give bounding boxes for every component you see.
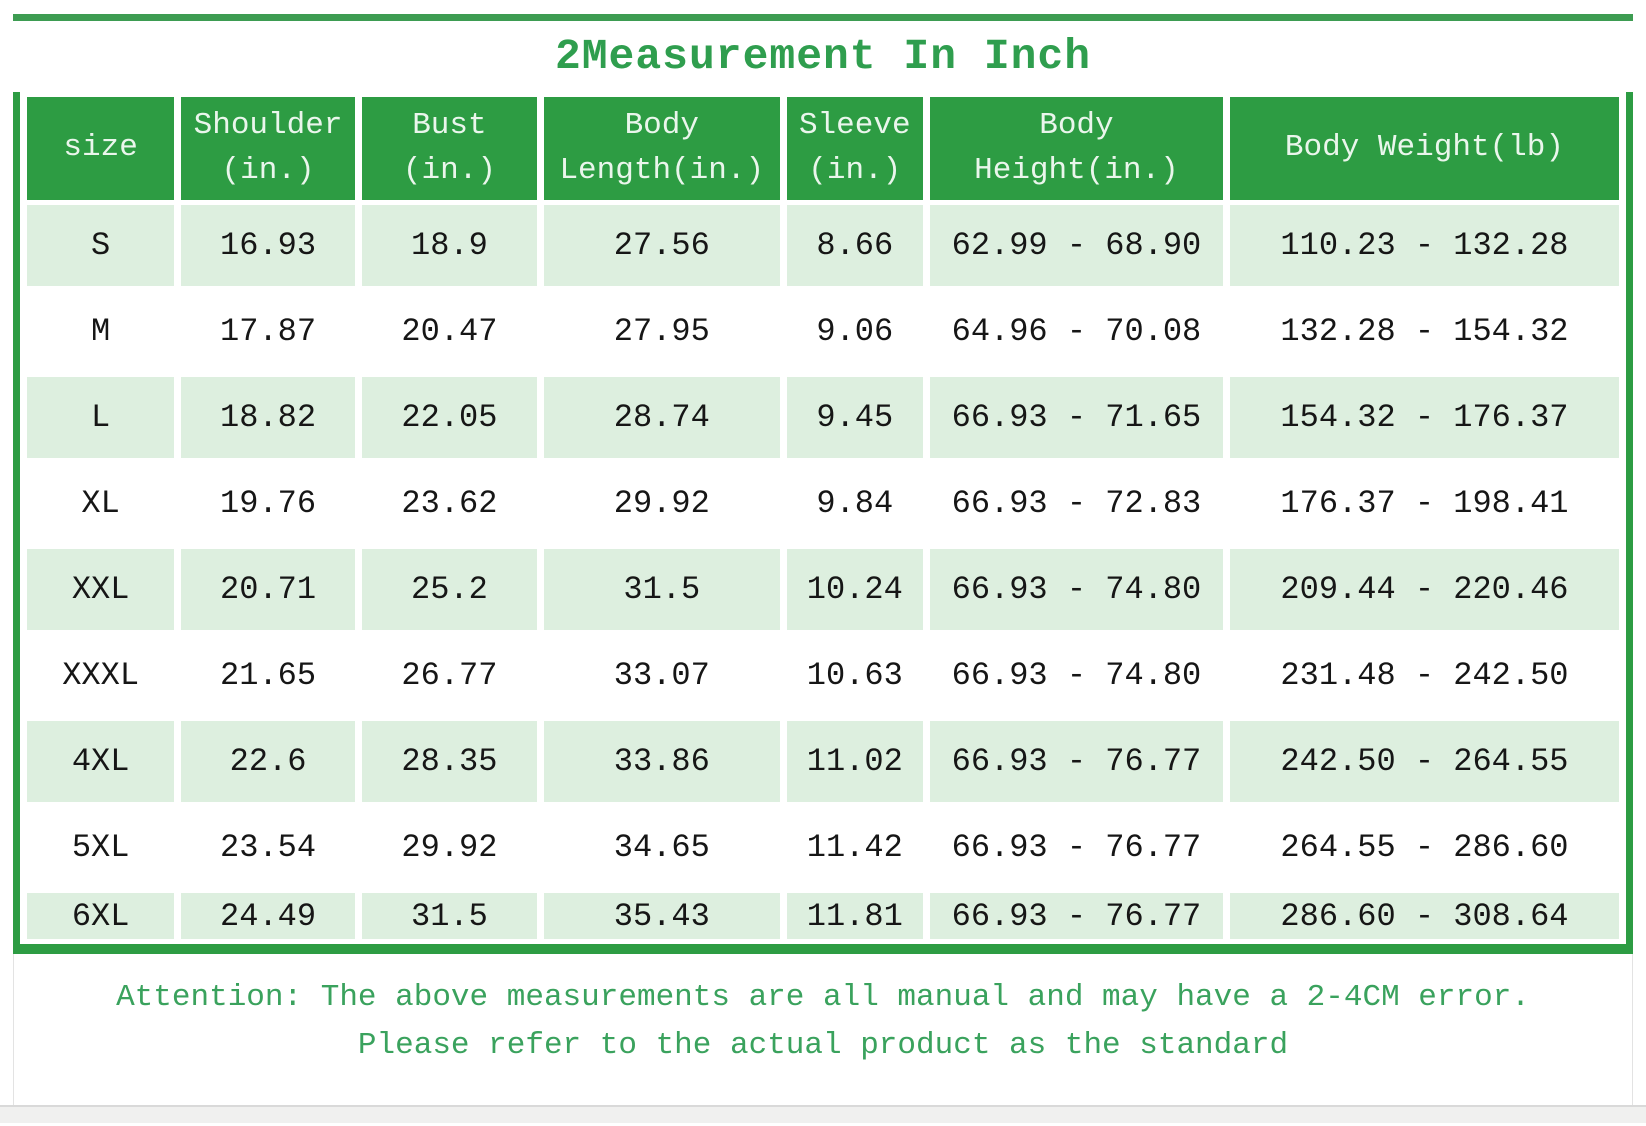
value-cell: 31.5 <box>361 893 537 939</box>
size-cell: L <box>27 377 175 458</box>
value-cell: 154.32 - 176.37 <box>1229 377 1619 458</box>
value-cell: 23.62 <box>361 463 537 544</box>
value-cell: 23.54 <box>181 807 355 888</box>
size-cell: 6XL <box>27 893 175 939</box>
value-cell: 11.42 <box>786 807 923 888</box>
value-cell: 17.87 <box>181 291 355 372</box>
table-row-S: S 16.93 18.9 27.56 8.66 62.99 - 68.90 110.23 -… <box>27 205 1619 286</box>
value-cell: 29.92 <box>361 807 537 888</box>
column-header-3: Body Length(in.) <box>543 97 780 200</box>
table-row-L: L 18.82 22.05 28.74 9.45 66.93 - 71.65 154.32 … <box>27 377 1619 458</box>
table-row-M: M 17.87 20.47 27.95 9.06 64.96 - 70.08 132.28 … <box>27 291 1619 372</box>
title-band: 2Measurement In Inch <box>13 21 1633 92</box>
value-cell: 27.56 <box>543 205 780 286</box>
value-cell: 33.07 <box>543 635 780 716</box>
value-cell: 110.23 - 132.28 <box>1229 205 1619 286</box>
table-row-XXL: XXL 20.71 25.2 31.5 10.24 66.93 - 74.80 209.44… <box>27 549 1619 630</box>
value-cell: 231.48 - 242.50 <box>1229 635 1619 716</box>
value-cell: 22.6 <box>181 721 355 802</box>
size-table: size Shoulder (in.) Bust (in.) Body Length(in.… <box>20 92 1626 944</box>
bottom-margin-strip <box>0 1107 1646 1123</box>
column-header-4: Sleeve (in.) <box>786 97 923 200</box>
value-cell: 66.93 - 76.77 <box>929 721 1223 802</box>
size-table-head: size Shoulder (in.) Bust (in.) Body Length(in.… <box>27 97 1619 200</box>
value-cell: 8.66 <box>786 205 923 286</box>
column-header-6: Body Weight(lb) <box>1229 97 1619 200</box>
value-cell: 264.55 - 286.60 <box>1229 807 1619 888</box>
header-row: size Shoulder (in.) Bust (in.) Body Length(in.… <box>27 97 1619 200</box>
top-green-rule <box>13 14 1633 21</box>
value-cell: 66.93 - 74.80 <box>929 635 1223 716</box>
size-cell: XL <box>27 463 175 544</box>
value-cell: 66.93 - 76.77 <box>929 893 1223 939</box>
value-cell: 62.99 - 68.90 <box>929 205 1223 286</box>
table-row-XL: XL 19.76 23.62 29.92 9.84 66.93 - 72.83 176.37… <box>27 463 1619 544</box>
value-cell: 34.65 <box>543 807 780 888</box>
value-cell: 18.82 <box>181 377 355 458</box>
size-cell: 5XL <box>27 807 175 888</box>
value-cell: 19.76 <box>181 463 355 544</box>
value-cell: 11.81 <box>786 893 923 939</box>
value-cell: 176.37 - 198.41 <box>1229 463 1619 544</box>
value-cell: 22.05 <box>361 377 537 458</box>
attention-line-1: Attention: The above measurements are al… <box>116 980 1530 1015</box>
column-header-5: Body Height(in.) <box>929 97 1223 200</box>
table-row-5XL: 5XL 23.54 29.92 34.65 11.42 66.93 - 76.77 264.… <box>27 807 1619 888</box>
size-cell: S <box>27 205 175 286</box>
column-header-1: Shoulder (in.) <box>181 97 355 200</box>
attention-line-2: Please refer to the actual product as th… <box>357 1028 1289 1063</box>
size-table-body: S 16.93 18.9 27.56 8.66 62.99 - 68.90 110.23 -… <box>27 205 1619 939</box>
size-cell: M <box>27 291 175 372</box>
size-cell: 4XL <box>27 721 175 802</box>
value-cell: 209.44 - 220.46 <box>1229 549 1619 630</box>
value-cell: 9.84 <box>786 463 923 544</box>
size-cell: XXXL <box>27 635 175 716</box>
size-cell: XXL <box>27 549 175 630</box>
value-cell: 66.93 - 74.80 <box>929 549 1223 630</box>
value-cell: 9.45 <box>786 377 923 458</box>
value-cell: 35.43 <box>543 893 780 939</box>
value-cell: 20.47 <box>361 291 537 372</box>
table-row-XXXL: XXXL 21.65 26.77 33.07 10.63 66.93 - 74.80 231… <box>27 635 1619 716</box>
value-cell: 66.93 - 71.65 <box>929 377 1223 458</box>
value-cell: 242.50 - 264.55 <box>1229 721 1619 802</box>
value-cell: 33.86 <box>543 721 780 802</box>
value-cell: 18.9 <box>361 205 537 286</box>
value-cell: 9.06 <box>786 291 923 372</box>
value-cell: 27.95 <box>543 291 780 372</box>
column-header-0: size <box>27 97 175 200</box>
value-cell: 28.35 <box>361 721 537 802</box>
attention-note: Attention: The above measurements are al… <box>13 954 1633 1105</box>
column-header-2: Bust (in.) <box>361 97 537 200</box>
page-title: 2Measurement In Inch <box>554 32 1092 81</box>
value-cell: 28.74 <box>543 377 780 458</box>
value-cell: 10.24 <box>786 549 923 630</box>
value-cell: 16.93 <box>181 205 355 286</box>
value-cell: 64.96 - 70.08 <box>929 291 1223 372</box>
value-cell: 66.93 - 76.77 <box>929 807 1223 888</box>
value-cell: 31.5 <box>543 549 780 630</box>
table-row-6XL: 6XL 24.49 31.5 35.43 11.81 66.93 - 76.77 286.6… <box>27 893 1619 939</box>
value-cell: 26.77 <box>361 635 537 716</box>
value-cell: 66.93 - 72.83 <box>929 463 1223 544</box>
value-cell: 10.63 <box>786 635 923 716</box>
value-cell: 11.02 <box>786 721 923 802</box>
value-cell: 20.71 <box>181 549 355 630</box>
value-cell: 25.2 <box>361 549 537 630</box>
value-cell: 132.28 - 154.32 <box>1229 291 1619 372</box>
value-cell: 29.92 <box>543 463 780 544</box>
size-table-frame: size Shoulder (in.) Bust (in.) Body Length(in.… <box>13 92 1633 954</box>
value-cell: 24.49 <box>181 893 355 939</box>
value-cell: 21.65 <box>181 635 355 716</box>
value-cell: 286.60 - 308.64 <box>1229 893 1619 939</box>
table-row-4XL: 4XL 22.6 28.35 33.86 11.02 66.93 - 76.77 242.5… <box>27 721 1619 802</box>
bottom-divider <box>0 1105 1646 1107</box>
